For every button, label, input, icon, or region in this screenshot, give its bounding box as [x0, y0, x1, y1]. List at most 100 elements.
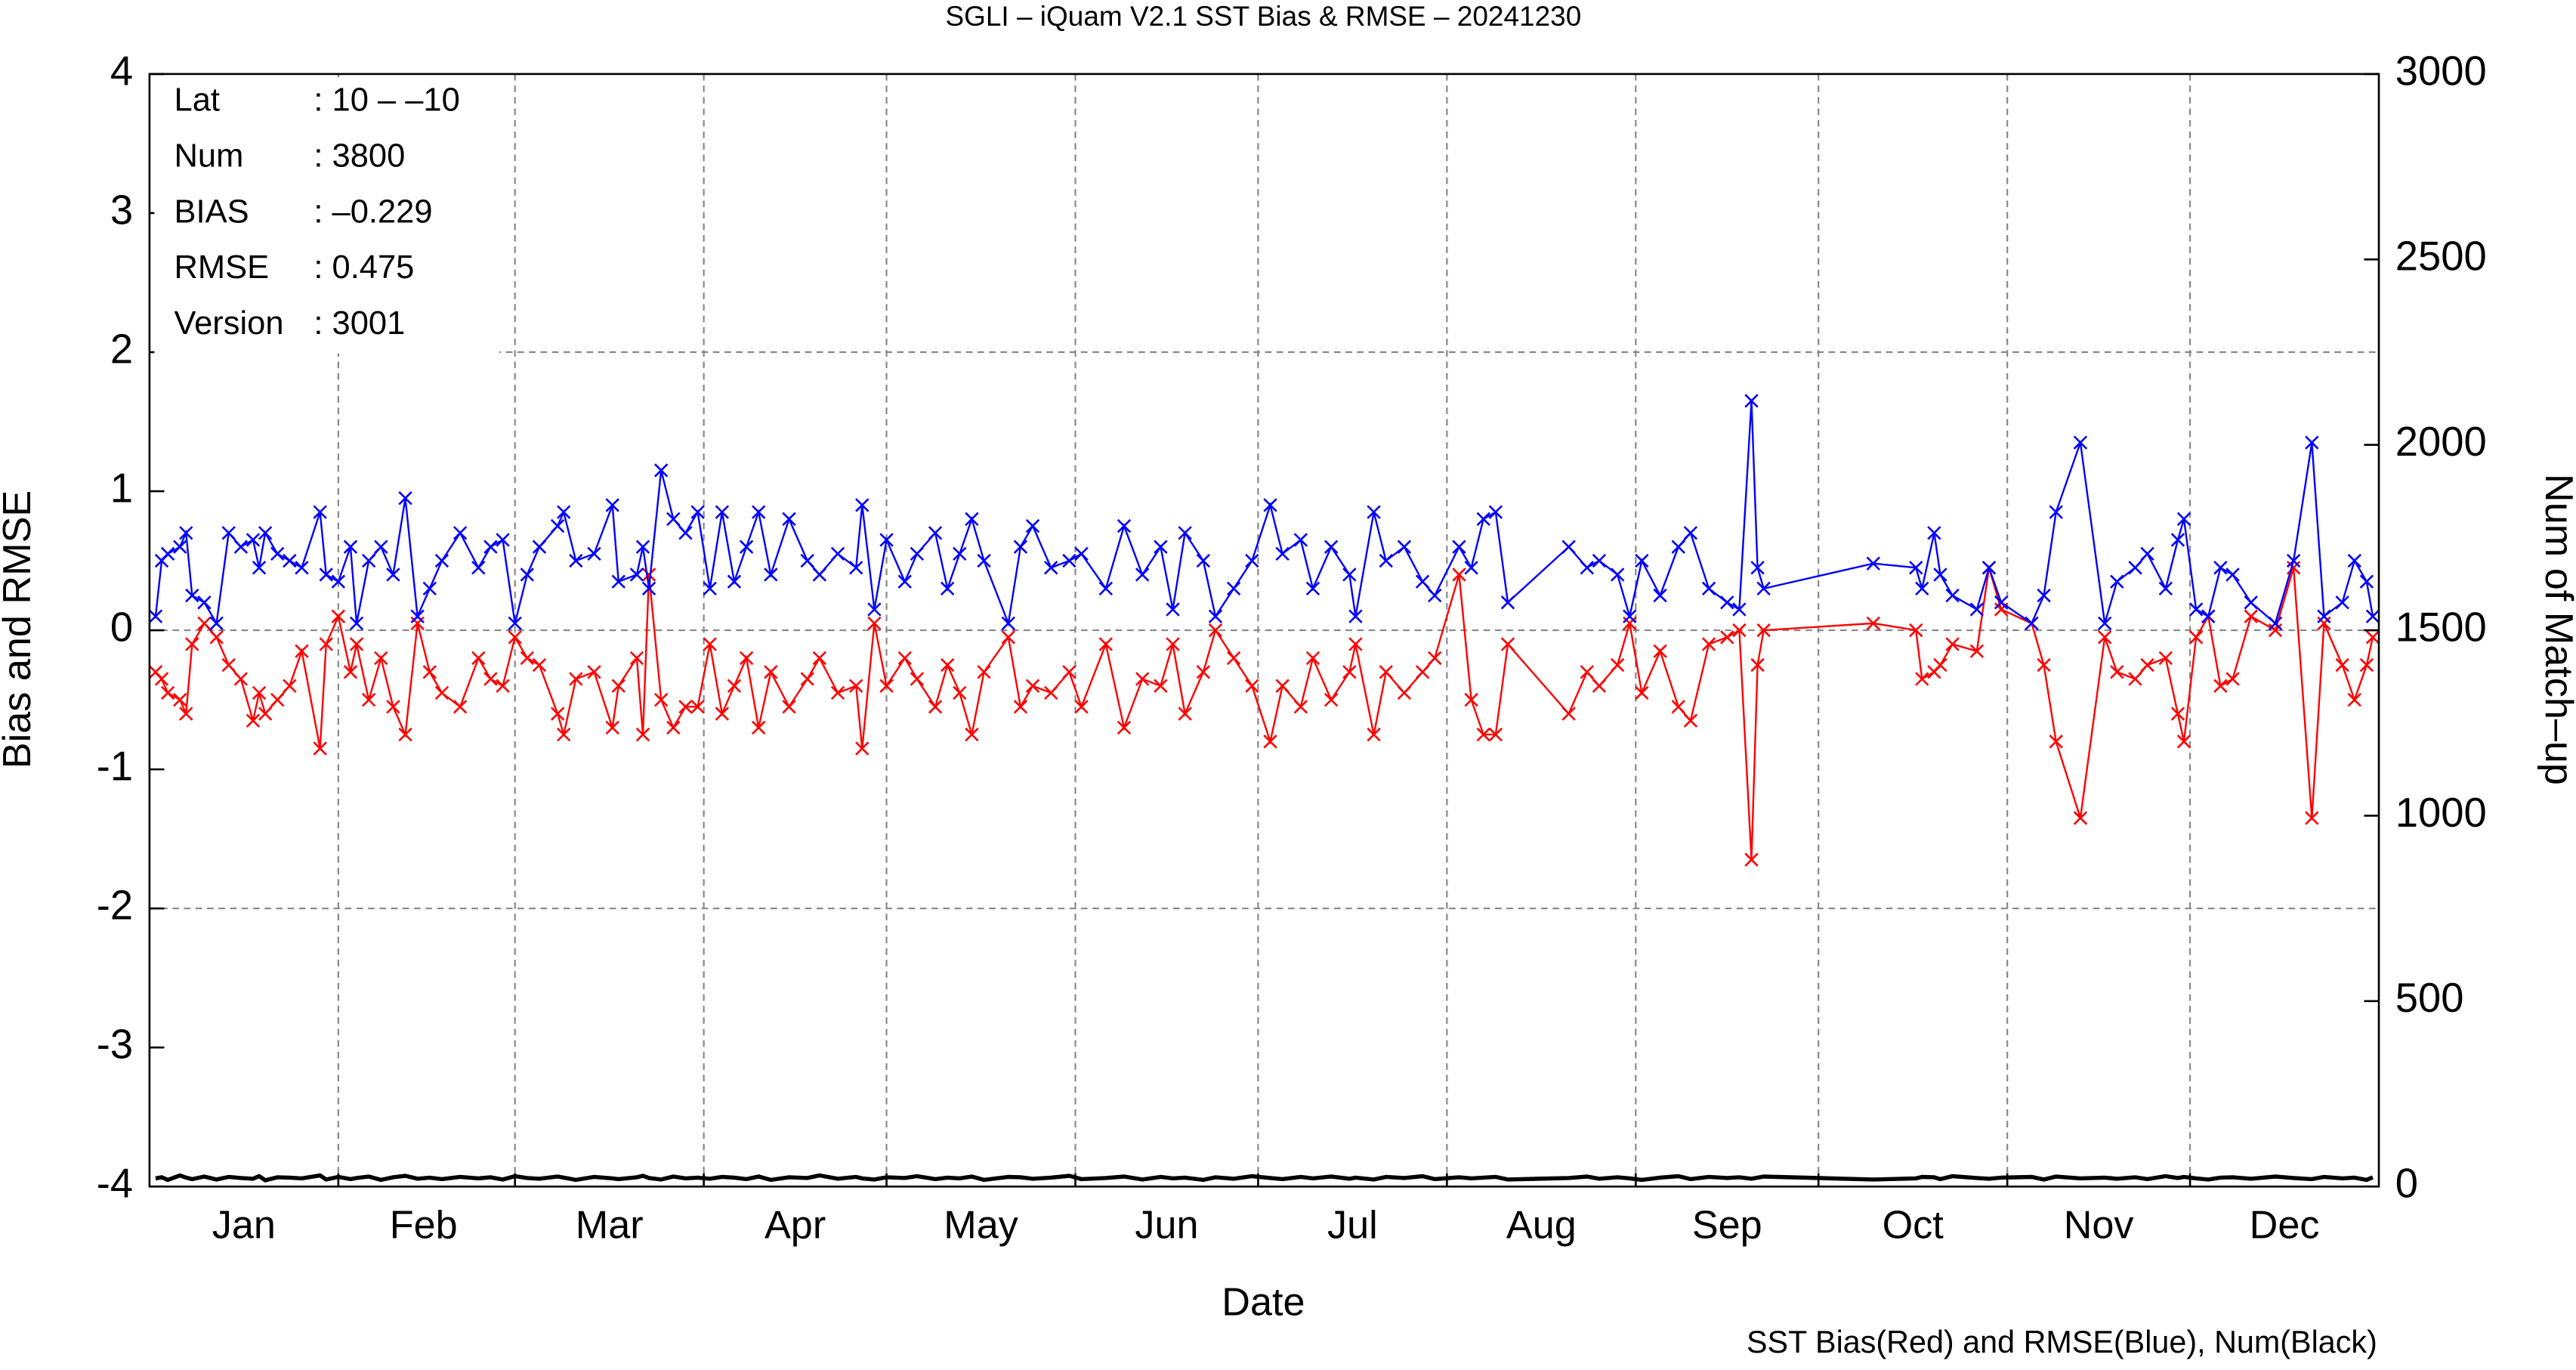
point-marker — [666, 720, 681, 735]
point-marker — [1683, 713, 1698, 728]
y-axis-title: Bias and RMSE — [0, 490, 39, 768]
point-marker — [855, 741, 869, 756]
point-marker — [258, 707, 273, 721]
point-marker — [471, 651, 486, 666]
point-marker — [1074, 546, 1089, 561]
point-marker — [2128, 672, 2142, 686]
point-marker — [1561, 540, 1576, 554]
point-marker — [148, 609, 163, 623]
point-marker — [1945, 637, 1960, 651]
point-marker — [1915, 672, 1929, 686]
point-marker — [1756, 581, 1771, 596]
point-marker — [611, 574, 625, 589]
y-tick-label: 4 — [110, 48, 133, 94]
y-tick-label: 2 — [110, 326, 133, 372]
series-line — [155, 1173, 2374, 1183]
point-marker — [1178, 526, 1192, 540]
stats-label: Num — [175, 138, 244, 174]
point-marker — [361, 692, 376, 707]
y-tick-label: 3 — [110, 187, 133, 233]
point-marker — [1275, 679, 1290, 693]
point-marker — [1324, 540, 1339, 554]
point-marker — [2201, 609, 2216, 623]
point-marker — [1324, 692, 1339, 707]
y-tick-label: -4 — [97, 1161, 133, 1207]
point-marker — [270, 692, 285, 707]
point-marker — [703, 637, 717, 651]
point-marker — [752, 505, 766, 519]
point-marker — [611, 679, 625, 693]
point-marker — [1866, 556, 1880, 571]
point-marker — [221, 526, 236, 540]
point-marker — [221, 657, 236, 673]
point-marker — [520, 651, 535, 666]
point-marker — [2317, 609, 2331, 623]
point-marker — [2359, 574, 2374, 589]
point-marker — [2140, 546, 2154, 561]
point-marker — [2335, 657, 2349, 673]
point-marker — [283, 679, 297, 693]
point-marker — [782, 700, 796, 714]
point-marker — [1178, 707, 1192, 721]
point-marker — [532, 657, 547, 673]
point-marker — [1263, 734, 1277, 749]
point-marker — [313, 505, 327, 519]
point-marker — [2073, 811, 2088, 825]
point-marker — [1013, 700, 1028, 714]
point-marker — [1117, 720, 1132, 735]
point-marker — [1580, 665, 1595, 679]
stats-label: BIAS — [175, 193, 249, 230]
point-marker — [569, 553, 583, 568]
point-marker — [471, 561, 486, 575]
point-marker — [246, 713, 261, 728]
point-marker — [483, 672, 498, 686]
point-marker — [965, 727, 979, 742]
point-marker — [386, 567, 400, 582]
y-tick-label: 1 — [110, 465, 133, 511]
point-marker — [1098, 581, 1113, 596]
point-marker — [1001, 630, 1015, 645]
point-marker — [812, 651, 827, 666]
point-marker — [1379, 665, 1393, 679]
stats-label: Lat — [175, 82, 220, 118]
point-marker — [1915, 581, 1929, 596]
point-marker — [1415, 665, 1430, 679]
point-marker — [654, 463, 669, 478]
point-marker — [185, 588, 199, 603]
x-tick-label: Jul — [1327, 1203, 1378, 1247]
stats-value: : –0.229 — [314, 193, 432, 230]
point-marker — [252, 685, 267, 700]
point-marker — [319, 567, 333, 582]
y-tick-label: -3 — [97, 1022, 133, 1068]
point-marker — [557, 505, 571, 519]
point-marker — [1428, 588, 1442, 603]
point-marker — [2365, 630, 2380, 645]
point-marker — [727, 574, 742, 589]
x-tick-label: Nov — [2064, 1203, 2134, 1247]
point-marker — [2049, 734, 2063, 749]
point-marker — [1476, 512, 1490, 527]
y-tick-label: 0 — [110, 604, 133, 650]
point-marker — [1945, 588, 1960, 603]
point-marker — [1969, 602, 1985, 617]
point-marker — [1044, 561, 1058, 575]
point-marker — [179, 526, 193, 540]
point-marker — [434, 553, 449, 568]
point-marker — [1196, 553, 1211, 568]
point-marker — [1744, 852, 1759, 867]
point-marker — [1342, 567, 1357, 582]
point-marker — [496, 533, 510, 547]
point-marker — [1671, 540, 1685, 554]
point-marker — [550, 707, 565, 721]
point-marker — [2213, 679, 2228, 693]
point-marker — [1154, 540, 1168, 554]
stats-value: : 0.475 — [314, 249, 414, 286]
point-marker — [953, 685, 967, 700]
point-marker — [1275, 546, 1290, 561]
point-marker — [1720, 630, 1734, 645]
point-marker — [2098, 630, 2112, 645]
point-marker — [1062, 553, 1076, 568]
point-marker — [1488, 727, 1503, 742]
point-marker — [374, 540, 388, 554]
